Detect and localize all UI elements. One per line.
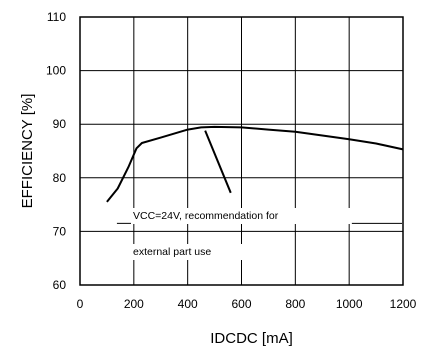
x-tick-label: 200 [124,297,144,311]
annotation-group: VCC=24V, recommendation for external part… [116,130,402,260]
series-group [106,125,404,203]
x-tick-label: 1200 [390,297,417,311]
annotation-mask [131,208,374,224]
x-axis-title: IDCDC [mA] [210,330,293,347]
efficiency-line [106,125,404,203]
y-tick-label: 90 [53,117,67,131]
x-tick-label: 600 [231,297,251,311]
annotation-pointer [204,130,232,194]
annotation-line-1: VCC=24V, recommendation for [133,210,279,222]
plot-frame [79,16,404,286]
x-tick-labels: 0 200 400 600 800 1000 1200 [77,297,417,311]
annotation-line-2: external part use [133,246,211,258]
x-tick-label: 400 [178,297,198,311]
y-tick-label: 110 [47,10,66,24]
y-tick-label: 70 [53,224,67,238]
y-tick-labels: 60 70 80 90 100 110 [46,10,66,292]
y-tick-label: 100 [46,64,66,78]
y-axis-title: EFFICIENCY [%] [19,94,36,209]
annotation-mask [131,244,243,260]
y-tick-label: 60 [53,278,67,292]
x-tick-label: 1000 [336,297,363,311]
x-tick-label: 0 [77,297,84,311]
y-tick-label: 80 [53,171,67,185]
x-tick-label: 800 [285,297,305,311]
